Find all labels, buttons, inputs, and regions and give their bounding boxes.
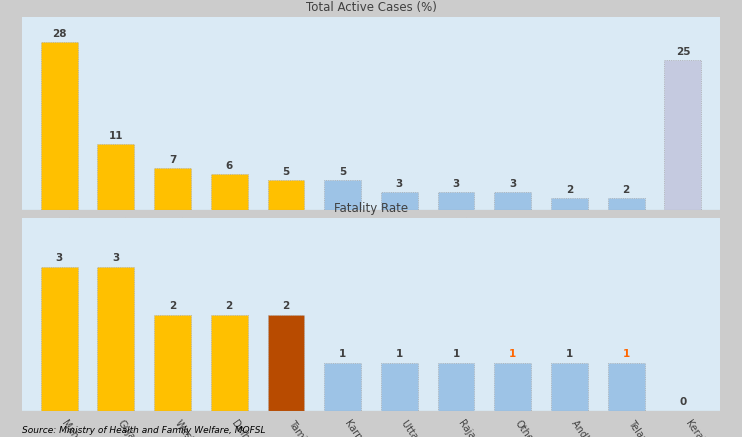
- Text: 11: 11: [108, 131, 123, 141]
- Bar: [381, 363, 418, 411]
- Bar: [97, 267, 134, 411]
- Bar: [664, 59, 701, 210]
- Text: 2: 2: [566, 185, 573, 195]
- Bar: [211, 173, 248, 210]
- Bar: [41, 267, 78, 411]
- Bar: [608, 198, 645, 210]
- Text: 3: 3: [395, 179, 403, 189]
- Text: 25: 25: [676, 47, 690, 57]
- Text: 1: 1: [509, 349, 516, 359]
- Bar: [211, 315, 248, 411]
- Text: 3: 3: [509, 179, 516, 189]
- Text: 0: 0: [679, 397, 686, 407]
- Title: Fatality Rate: Fatality Rate: [334, 201, 408, 215]
- Text: 7: 7: [169, 155, 176, 165]
- Text: 2: 2: [282, 301, 289, 311]
- Text: 3: 3: [56, 253, 63, 263]
- Text: 6: 6: [226, 161, 233, 171]
- Bar: [551, 198, 588, 210]
- Text: 1: 1: [395, 349, 403, 359]
- Text: 3: 3: [453, 179, 460, 189]
- Text: Source: Ministry of Health and Family Welfare, MOFSL: Source: Ministry of Health and Family We…: [22, 426, 266, 435]
- Text: 2: 2: [226, 301, 233, 311]
- Bar: [154, 168, 191, 210]
- Bar: [494, 192, 531, 210]
- Bar: [268, 180, 304, 210]
- Bar: [97, 144, 134, 210]
- Text: 1: 1: [453, 349, 460, 359]
- Bar: [268, 315, 304, 411]
- Bar: [438, 363, 474, 411]
- Bar: [324, 363, 361, 411]
- Bar: [324, 180, 361, 210]
- Text: 1: 1: [566, 349, 573, 359]
- Bar: [438, 192, 474, 210]
- Title: Total Active Cases (%): Total Active Cases (%): [306, 0, 436, 14]
- Bar: [41, 42, 78, 210]
- Text: 5: 5: [282, 167, 289, 177]
- Text: 1: 1: [339, 349, 347, 359]
- Bar: [608, 363, 645, 411]
- Bar: [494, 363, 531, 411]
- Text: 28: 28: [52, 29, 66, 39]
- Bar: [551, 363, 588, 411]
- Bar: [381, 192, 418, 210]
- Text: 3: 3: [112, 253, 119, 263]
- Text: 1: 1: [623, 349, 630, 359]
- Text: 5: 5: [339, 167, 347, 177]
- Text: 2: 2: [623, 185, 630, 195]
- Bar: [154, 315, 191, 411]
- Text: 2: 2: [169, 301, 176, 311]
